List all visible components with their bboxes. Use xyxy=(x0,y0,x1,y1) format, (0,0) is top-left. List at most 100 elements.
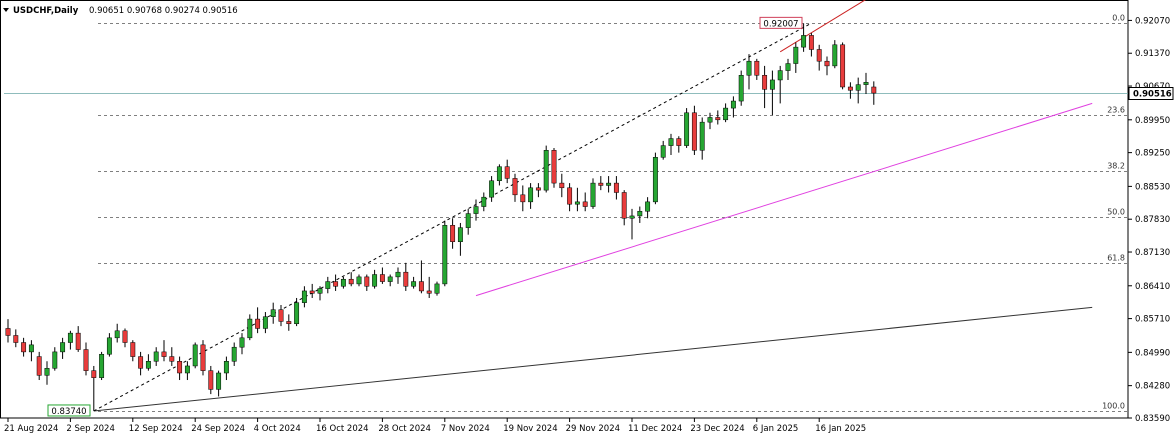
candle[interactable] xyxy=(738,70,744,106)
candle[interactable] xyxy=(5,319,11,343)
candle[interactable] xyxy=(512,173,518,202)
candle[interactable] xyxy=(426,276,432,298)
candle[interactable] xyxy=(138,351,144,376)
candle[interactable] xyxy=(777,65,783,104)
candle[interactable] xyxy=(574,187,580,212)
trend-line-magenta[interactable] xyxy=(475,102,1093,297)
candle[interactable] xyxy=(36,351,42,381)
candle[interactable] xyxy=(840,42,846,90)
candle[interactable] xyxy=(83,342,89,376)
candle[interactable] xyxy=(379,267,385,284)
candle[interactable] xyxy=(44,361,50,385)
candle[interactable] xyxy=(169,347,175,366)
candle[interactable] xyxy=(793,42,799,73)
candle[interactable] xyxy=(309,283,315,298)
candle[interactable] xyxy=(567,183,573,212)
candle[interactable] xyxy=(707,112,713,130)
candle[interactable] xyxy=(855,77,861,104)
candle[interactable] xyxy=(450,218,456,249)
candle[interactable] xyxy=(520,185,526,212)
candle[interactable] xyxy=(75,326,81,352)
candle[interactable] xyxy=(67,330,73,350)
candle[interactable] xyxy=(239,333,245,355)
candle[interactable] xyxy=(496,164,502,186)
candle[interactable] xyxy=(122,328,128,348)
candle[interactable] xyxy=(489,176,495,202)
candle[interactable] xyxy=(161,340,167,362)
candle[interactable] xyxy=(598,176,604,191)
candle[interactable] xyxy=(348,272,354,287)
candle[interactable] xyxy=(333,274,339,291)
candle[interactable] xyxy=(582,192,588,212)
candle[interactable] xyxy=(192,342,198,369)
candle[interactable] xyxy=(457,222,463,256)
candle[interactable] xyxy=(91,365,97,411)
candle[interactable] xyxy=(637,206,643,223)
candle[interactable] xyxy=(177,356,183,381)
candle[interactable] xyxy=(52,347,58,371)
candle[interactable] xyxy=(543,145,549,193)
candle[interactable] xyxy=(184,361,190,381)
candle[interactable] xyxy=(465,208,471,235)
candle[interactable] xyxy=(356,274,362,287)
candle[interactable] xyxy=(559,173,565,198)
candle[interactable] xyxy=(270,302,276,324)
candle[interactable] xyxy=(286,314,292,331)
candle[interactable] xyxy=(262,312,268,334)
candle[interactable] xyxy=(824,56,830,76)
candle[interactable] xyxy=(629,208,635,240)
candle[interactable] xyxy=(442,220,448,287)
candle[interactable] xyxy=(403,262,409,291)
candle[interactable] xyxy=(863,72,869,95)
candle[interactable] xyxy=(504,159,510,184)
candle[interactable] xyxy=(325,276,331,294)
candle[interactable] xyxy=(395,267,401,284)
candle[interactable] xyxy=(411,276,417,289)
candle[interactable] xyxy=(13,329,19,348)
candle[interactable] xyxy=(387,274,393,287)
candle[interactable] xyxy=(481,192,487,212)
candle[interactable] xyxy=(551,147,557,188)
candle[interactable] xyxy=(871,81,877,105)
candle[interactable] xyxy=(208,365,214,395)
candle[interactable] xyxy=(606,176,612,193)
candle[interactable] xyxy=(684,108,690,148)
candle[interactable] xyxy=(364,274,370,291)
candle[interactable] xyxy=(832,40,838,69)
candle[interactable] xyxy=(99,351,105,381)
candle[interactable] xyxy=(28,340,34,362)
candle[interactable] xyxy=(114,323,120,343)
trend-line-red[interactable] xyxy=(779,0,874,53)
candle[interactable] xyxy=(676,136,682,153)
candle[interactable] xyxy=(200,340,206,376)
candle[interactable] xyxy=(340,276,346,289)
candle[interactable] xyxy=(613,176,619,200)
dropdown-triangle-icon[interactable] xyxy=(3,8,9,12)
candle[interactable] xyxy=(231,342,237,366)
trend-line-dark[interactable] xyxy=(93,306,1093,412)
candle[interactable] xyxy=(255,307,261,334)
candle[interactable] xyxy=(660,140,666,160)
candle[interactable] xyxy=(301,286,307,308)
candle[interactable] xyxy=(590,178,596,209)
candle[interactable] xyxy=(691,105,697,155)
candle[interactable] xyxy=(145,354,151,371)
candle[interactable] xyxy=(801,23,807,52)
candle[interactable] xyxy=(816,44,822,71)
candle[interactable] xyxy=(60,337,66,359)
candle[interactable] xyxy=(762,65,768,109)
candle[interactable] xyxy=(723,103,729,123)
candle[interactable] xyxy=(372,269,378,289)
candle[interactable] xyxy=(746,54,752,90)
candle[interactable] xyxy=(473,199,479,221)
trend-line-dashed[interactable] xyxy=(93,22,812,412)
candle[interactable] xyxy=(769,70,775,116)
candle[interactable] xyxy=(621,190,627,226)
candle[interactable] xyxy=(652,152,658,205)
candle[interactable] xyxy=(528,183,534,209)
candle[interactable] xyxy=(785,58,791,80)
candle[interactable] xyxy=(223,356,229,381)
candle[interactable] xyxy=(535,183,541,198)
candle[interactable] xyxy=(294,297,300,327)
